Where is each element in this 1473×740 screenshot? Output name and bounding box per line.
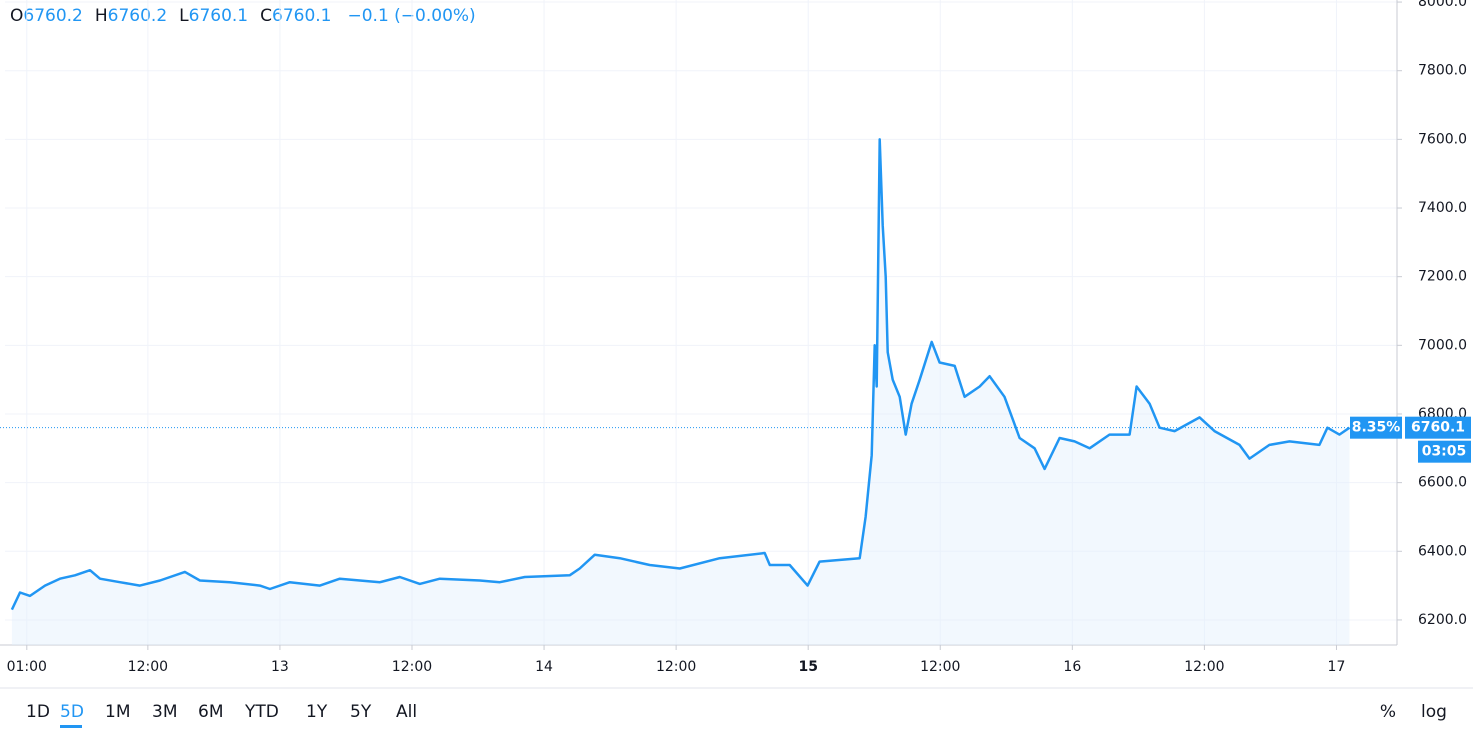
x-tick-label: 14	[535, 659, 553, 675]
price-tag	[1405, 416, 1471, 439]
price-line	[10, 138, 1351, 611]
percent-tag	[1350, 416, 1402, 439]
active-underline	[60, 725, 82, 728]
log-toggle[interactable]: log	[1421, 702, 1447, 722]
x-tick-label: 01:00	[7, 659, 47, 675]
percent-toggle[interactable]: %	[1380, 702, 1396, 722]
y-tick-label: 6600.0	[1418, 475, 1467, 491]
range-button[interactable]: 5D	[60, 702, 84, 722]
x-tick-label: 17	[1328, 659, 1346, 675]
value: 6760.2	[108, 6, 167, 26]
y-tick-label: 7400.0	[1418, 200, 1467, 216]
value: 6760.2	[23, 6, 82, 26]
price-tag-label: 6760.1	[1411, 420, 1465, 436]
key: O	[10, 6, 23, 26]
range-button[interactable]: YTD	[244, 702, 279, 722]
y-tick-label: 7000.0	[1418, 337, 1467, 353]
range-button[interactable]: 1Y	[306, 702, 328, 722]
range-button[interactable]: 5Y	[350, 702, 372, 722]
x-tick-label: 12:00	[128, 659, 168, 675]
y-tick-label: 6400.0	[1418, 543, 1467, 559]
range-button[interactable]: 3M	[152, 702, 177, 722]
y-tick-label: 6200.0	[1418, 612, 1467, 628]
x-tick-label: 12:00	[920, 659, 960, 675]
key: L	[179, 6, 189, 26]
countdown-tag	[1418, 440, 1471, 463]
x-tick-label: 12:00	[392, 659, 432, 675]
y-tick-label: 7600.0	[1418, 131, 1467, 147]
range-button[interactable]: 1D	[26, 702, 50, 722]
value: 6760.1	[272, 6, 331, 26]
x-tick-label: 12:00	[1184, 659, 1224, 675]
range-button[interactable]: 1M	[105, 702, 130, 722]
ohlc-legend: O6760.2 H6760.2 L6760.1 C6760.1 −0.1 (−0.00%…	[10, 6, 476, 26]
x-tick-label: 16	[1063, 659, 1081, 675]
y-tick-label: 7200.0	[1418, 269, 1467, 285]
key: H	[95, 6, 108, 26]
x-tick-label: 12:00	[656, 659, 696, 675]
y-tick-label: 8000.0	[1418, 0, 1467, 10]
countdown-label: 03:05	[1422, 444, 1467, 460]
y-tick-label: 7800.0	[1418, 63, 1467, 79]
x-tick-label: 13	[271, 659, 289, 675]
key: C	[260, 6, 272, 26]
range-button[interactable]: 6M	[198, 702, 223, 722]
grid	[5, 0, 1397, 645]
percent-tag-label: 8.35%	[1352, 420, 1401, 436]
range-button[interactable]: All	[396, 702, 417, 722]
x-tick-label: 15	[798, 659, 817, 675]
value: 6760.1	[189, 6, 248, 26]
area-fill	[11, 139, 1350, 645]
